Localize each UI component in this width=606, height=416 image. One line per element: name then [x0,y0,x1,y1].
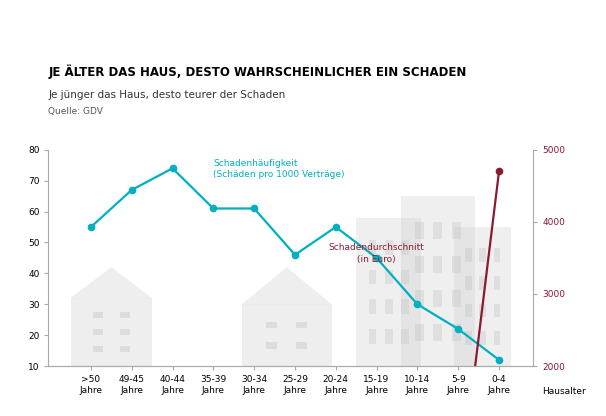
Bar [465,304,472,317]
Bar [415,290,424,307]
Text: Schadenhäufigkeit
(Schäden pro 1000 Verträge): Schadenhäufigkeit (Schäden pro 1000 Vert… [213,159,345,179]
Bar [356,218,421,366]
Bar [93,329,102,335]
Text: Quelle: GDV: Quelle: GDV [48,107,104,116]
Text: Schadendurchschnitt
(in Euro): Schadendurchschnitt (in Euro) [328,243,425,264]
Polygon shape [70,267,152,298]
Bar [385,329,393,344]
Bar [70,298,152,366]
Bar [465,331,472,345]
Bar [451,290,461,307]
Bar [451,222,461,239]
Bar [415,324,424,341]
Bar [479,276,486,290]
Bar [493,248,501,262]
Bar [493,304,501,317]
Bar [493,331,501,345]
Bar [368,300,376,314]
Bar [368,270,376,285]
Bar [296,342,307,349]
Bar [120,346,130,352]
Text: Je jünger das Haus, desto teurer der Schaden: Je jünger das Haus, desto teurer der Sch… [48,90,286,100]
Bar [385,270,393,285]
Bar [465,276,472,290]
Bar [385,240,393,255]
Text: JE ÄLTER DAS HAUS, DESTO WAHRSCHEINLICHER EIN SCHADEN: JE ÄLTER DAS HAUS, DESTO WAHRSCHEINLICHE… [48,64,467,79]
Bar [454,227,511,366]
Bar [267,322,277,328]
Bar [493,276,501,290]
Bar [401,270,409,285]
Bar [433,222,442,239]
Bar [451,255,461,272]
Bar [401,300,409,314]
Polygon shape [242,267,331,304]
Bar [93,312,102,319]
Bar [368,329,376,344]
Bar [479,248,486,262]
Bar [385,300,393,314]
Bar [465,248,472,262]
Bar [415,222,424,239]
Bar [267,342,277,349]
Text: Hausalter: Hausalter [542,387,586,396]
Bar [401,240,409,255]
Bar [415,255,424,272]
Bar [120,329,130,335]
Bar [401,196,474,366]
Bar [433,255,442,272]
Bar [296,322,307,328]
Bar [433,324,442,341]
Bar [451,324,461,341]
Bar [401,329,409,344]
Bar [368,240,376,255]
Bar [242,304,331,366]
Bar [93,346,102,352]
Bar [433,290,442,307]
Bar [120,312,130,319]
Bar [479,304,486,317]
Bar [479,331,486,345]
